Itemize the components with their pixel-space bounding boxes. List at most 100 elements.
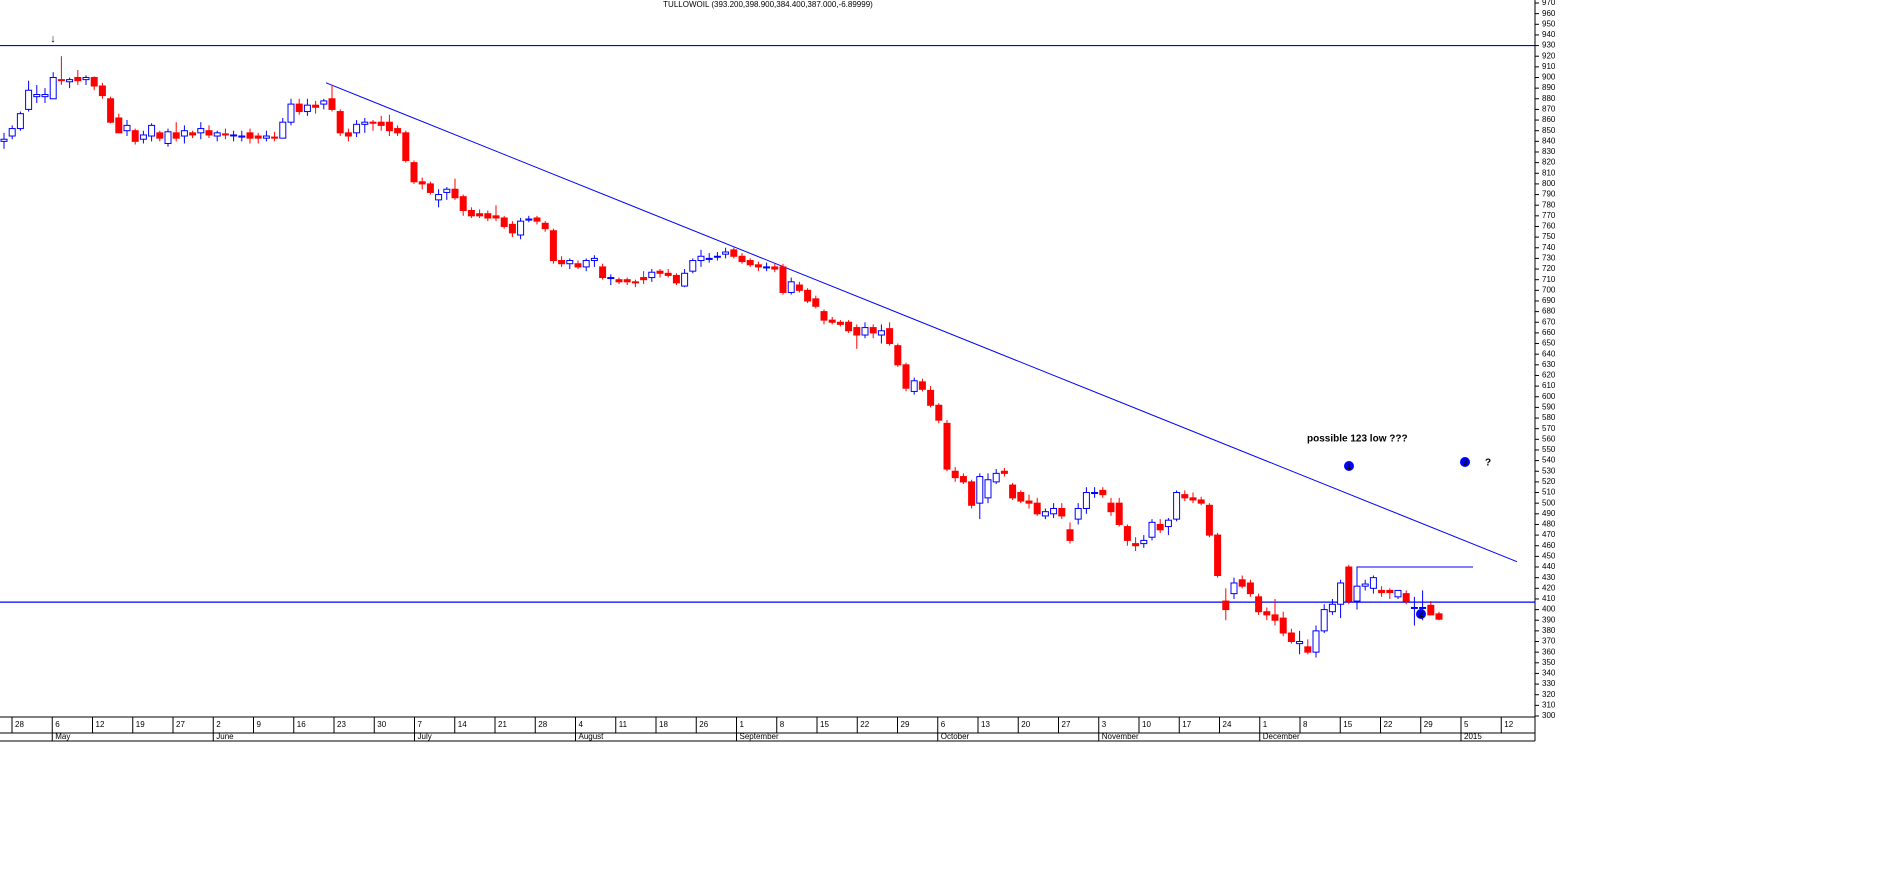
candle-body <box>607 277 615 280</box>
y-tick-label: 920 <box>1542 51 1556 60</box>
point-marker <box>1344 461 1354 471</box>
candle-body <box>394 128 402 134</box>
y-tick-label: 530 <box>1542 466 1556 475</box>
candle-body <box>746 260 754 266</box>
x-tick-label: 3 <box>1102 720 1107 729</box>
candle-body <box>107 98 115 123</box>
candle-body <box>722 251 730 255</box>
candle-body <box>1066 529 1074 541</box>
candle-body <box>1107 502 1115 513</box>
y-tick-label: 570 <box>1542 424 1556 433</box>
y-tick-label: 380 <box>1542 626 1556 635</box>
candle-body <box>623 279 631 283</box>
candle-body <box>713 255 721 258</box>
x-tick-label: 13 <box>981 720 990 729</box>
candle-body <box>1156 523 1164 531</box>
candle-body <box>402 132 410 161</box>
candle-body <box>681 272 689 287</box>
candle-body <box>418 181 426 185</box>
candle-body <box>1320 609 1328 632</box>
candle-body <box>1410 606 1418 609</box>
x-tick-label: 18 <box>659 720 668 729</box>
candle-body <box>664 272 672 276</box>
candle-body <box>131 130 139 142</box>
candle-body <box>139 134 147 140</box>
candle-body <box>328 98 336 110</box>
candle-body <box>877 330 885 336</box>
x-tick-label: 19 <box>136 720 145 729</box>
candle-body <box>271 136 279 139</box>
x-tick-label: 22 <box>1384 720 1393 729</box>
month-label: November <box>1102 732 1139 741</box>
candle-body <box>1091 492 1099 495</box>
candle-body <box>517 220 525 236</box>
y-tick-label: 390 <box>1542 615 1556 624</box>
y-tick-label: 620 <box>1542 371 1556 380</box>
candle-body <box>525 218 533 221</box>
y-tick-label: 330 <box>1542 679 1556 688</box>
x-tick-label: 14 <box>458 720 467 729</box>
candle-body <box>115 117 123 134</box>
y-tick-label: 690 <box>1542 296 1556 305</box>
y-tick-label: 320 <box>1542 690 1556 699</box>
y-tick-label: 460 <box>1542 541 1556 550</box>
y-tick-label: 500 <box>1542 498 1556 507</box>
candle-body <box>1435 613 1443 620</box>
candle-body <box>230 134 238 137</box>
candle-body <box>787 281 795 293</box>
candle-body <box>492 215 500 219</box>
y-tick-label: 430 <box>1542 573 1556 582</box>
candle-body <box>361 121 369 125</box>
candle-body <box>795 284 803 291</box>
candle-body <box>353 123 361 134</box>
x-tick-label: 11 <box>619 720 628 729</box>
y-tick-label: 670 <box>1542 317 1556 326</box>
y-tick-label: 970 <box>1542 0 1556 7</box>
candle-body <box>1287 632 1295 643</box>
y-tick-label: 360 <box>1542 647 1556 656</box>
candle-body <box>238 135 246 138</box>
candle-body <box>861 327 869 336</box>
y-tick-label: 730 <box>1542 254 1556 263</box>
month-label: 2015 <box>1464 732 1482 741</box>
y-tick-label: 910 <box>1542 62 1556 71</box>
y-tick-label: 350 <box>1542 658 1556 667</box>
candle-body <box>66 79 74 83</box>
candle-body <box>1058 507 1066 517</box>
candle-body <box>1000 470 1008 474</box>
x-tick-label: 28 <box>15 720 24 729</box>
y-tick-label: 580 <box>1542 413 1556 422</box>
x-tick-label: 8 <box>1303 720 1308 729</box>
candle-body <box>992 472 1000 483</box>
candle-body <box>771 266 779 270</box>
candle-body <box>180 130 188 137</box>
candle-body <box>1230 582 1238 595</box>
candle-body <box>853 327 861 336</box>
candle-body <box>377 121 385 126</box>
candle-body <box>1255 596 1263 613</box>
candle-body <box>1009 484 1017 499</box>
candle-body <box>1205 504 1213 536</box>
y-tick-label: 830 <box>1542 147 1556 156</box>
candle-body <box>1197 499 1205 504</box>
y-tick-label: 550 <box>1542 445 1556 454</box>
candle-body <box>1394 589 1402 598</box>
x-tick-label: 7 <box>418 720 423 729</box>
x-tick-label: 30 <box>377 720 386 729</box>
y-tick-label: 710 <box>1542 275 1556 284</box>
candle-body <box>1402 593 1410 602</box>
candle-body <box>1050 507 1058 515</box>
point-marker <box>1460 457 1470 467</box>
y-tick-label: 520 <box>1542 477 1556 486</box>
x-tick-label: 15 <box>820 720 829 729</box>
y-tick-label: 450 <box>1542 551 1556 560</box>
candle-body <box>16 113 24 130</box>
candle-body <box>246 132 254 139</box>
y-tick-label: 340 <box>1542 669 1556 678</box>
candle-body <box>1386 589 1394 594</box>
candle-body <box>172 132 180 139</box>
candle-body <box>1222 600 1230 611</box>
candle-body <box>1238 579 1246 587</box>
x-tick-label: 16 <box>297 720 306 729</box>
